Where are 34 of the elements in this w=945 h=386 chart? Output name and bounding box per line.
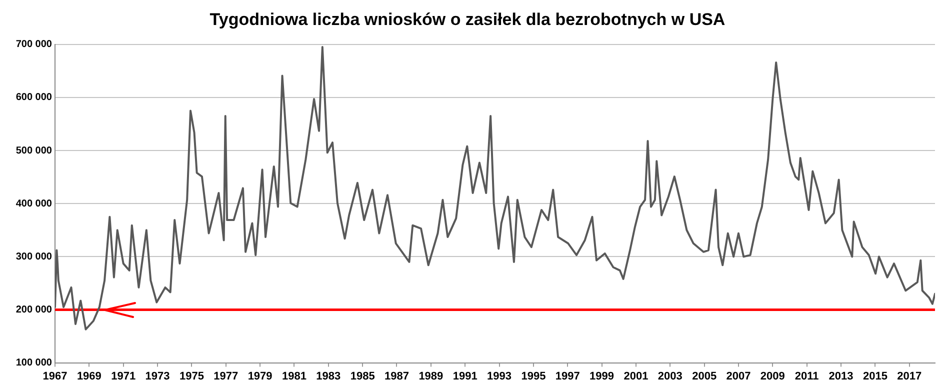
chart-title: Tygodniowa liczba wniosków o zasiłek dla bezrobotnych w USA <box>210 10 726 29</box>
x-tick-label: 1995 <box>521 370 546 382</box>
y-tick-label: 400 000 <box>16 198 52 210</box>
x-tick-label: 2013 <box>828 370 854 382</box>
y-tick-label: 600 000 <box>16 92 52 104</box>
x-tick-label: 2009 <box>760 370 785 382</box>
x-tick-label: 1977 <box>214 370 238 382</box>
x-tick-label: 1983 <box>316 370 341 382</box>
x-tick-label: 2005 <box>692 370 717 382</box>
x-tick-label: 1997 <box>555 370 580 382</box>
x-tick-label: 1975 <box>179 370 204 382</box>
x-tick-label: 1999 <box>590 370 614 382</box>
x-tick-label: 1993 <box>487 370 512 382</box>
y-tick-label: 200 000 <box>16 304 52 316</box>
x-tick-label: 1967 <box>42 370 68 382</box>
x-tick-label: 2015 <box>862 370 888 382</box>
x-tick-label: 2001 <box>624 370 648 382</box>
x-tick-label: 1979 <box>248 370 272 382</box>
x-tick-label: 1971 <box>111 370 136 382</box>
x-tick-label: 2011 <box>794 370 819 382</box>
x-tick-label: 2007 <box>726 370 751 382</box>
y-tick-label: 500 000 <box>16 145 52 156</box>
x-tick-label: 2003 <box>658 370 682 382</box>
x-tick-label: 1985 <box>350 370 375 382</box>
x-tick-label: 1991 <box>452 370 478 382</box>
x-tick-label: 2017 <box>897 370 922 382</box>
y-tick-label: 300 000 <box>16 251 52 262</box>
x-tick-label: 1989 <box>418 370 444 382</box>
x-tick-label: 1973 <box>145 370 170 382</box>
x-tick-label: 1987 <box>384 370 409 382</box>
x-tick-label: 1981 <box>282 370 306 382</box>
y-tick-label: 700 000 <box>16 39 52 50</box>
y-tick-label: 100 000 <box>16 358 52 369</box>
x-tick-label: 1969 <box>76 370 102 382</box>
